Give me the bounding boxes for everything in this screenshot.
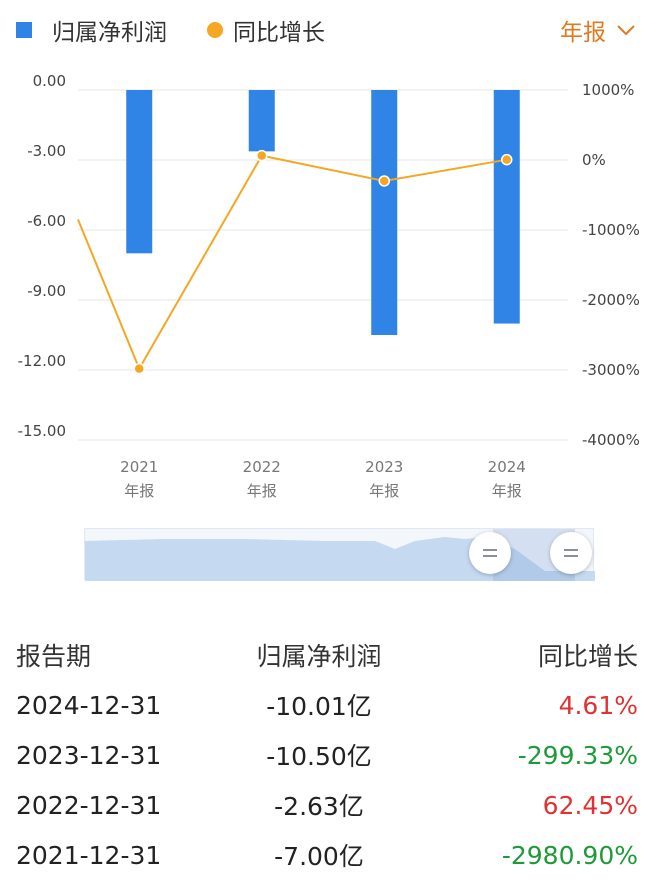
- legend-label-profit: 归属净利润: [52, 20, 167, 46]
- cell-period: 2022-12-31: [16, 790, 162, 820]
- y-right-tick-label: -4000%: [582, 431, 640, 449]
- table-header-row: 报告期 归属净利润 同比增长: [16, 630, 638, 680]
- x-tick-sublabel: 年报: [124, 482, 154, 500]
- growth-point: [501, 153, 513, 166]
- header-period: 报告期: [16, 642, 92, 671]
- cell-profit: -2.63亿: [274, 792, 364, 821]
- grip-icon: [483, 547, 497, 559]
- x-tick-label: 2021: [120, 458, 158, 476]
- cell-growth: 4.61%: [558, 690, 638, 720]
- legend-item-profit[interactable]: 归属净利润: [16, 13, 167, 47]
- header-profit: 归属净利润: [256, 642, 382, 671]
- growth-point: [378, 175, 390, 187]
- grip-icon: [564, 547, 578, 559]
- table-row[interactable]: 2022-12-31 -2.63亿 62.45%: [16, 780, 638, 830]
- y-left-tick-label: -15.00: [18, 422, 66, 440]
- cell-period: 2023-12-31: [16, 740, 162, 770]
- x-tick-sublabel: 年报: [369, 482, 399, 500]
- bar: [371, 90, 398, 335]
- zoom-track: [84, 528, 595, 581]
- y-right-tick-label: -3000%: [582, 361, 640, 379]
- y-right-tick-label: -1000%: [582, 221, 640, 239]
- cell-period: 2021-12-31: [16, 840, 162, 870]
- x-tick-sublabel: 年报: [492, 482, 522, 500]
- y-right-tick-label: 1000%: [582, 81, 634, 99]
- legend-label-growth: 同比增长: [233, 20, 325, 46]
- zoom-handle-right[interactable]: [550, 532, 592, 574]
- zoom-preview: [85, 529, 595, 581]
- x-tick-label: 2022: [243, 458, 281, 476]
- cell-period: 2024-12-31: [16, 690, 162, 720]
- header-growth: 同比增长: [537, 642, 638, 671]
- profit-chart: 0.00 -3.00 -6.00 -9.00 -12.00 -15.00 1000% 0% -1…: [18, 72, 640, 500]
- x-tick-sublabel: 年报: [247, 482, 277, 500]
- cell-profit: -10.50亿: [266, 742, 372, 771]
- bar: [248, 90, 275, 152]
- growth-point: [256, 149, 268, 162]
- zoom-slider[interactable]: [84, 528, 595, 581]
- period-dropdown[interactable]: 年报: [560, 12, 636, 48]
- period-label: 年报: [560, 20, 606, 46]
- y-left-tick-label: 0.00: [33, 72, 66, 90]
- cell-growth: -299.33%: [517, 740, 638, 770]
- cell-profit: -7.00亿: [274, 842, 364, 871]
- cell-growth: 62.45%: [542, 790, 638, 820]
- y-left-tick-label: -12.00: [18, 352, 66, 370]
- dot-swatch-icon: [207, 22, 223, 38]
- zoom-handle-left[interactable]: [469, 532, 511, 574]
- table-row[interactable]: 2021-12-31 -7.00亿 -2980.90%: [16, 830, 638, 880]
- x-tick-label: 2023: [365, 458, 403, 476]
- legend-item-growth[interactable]: 同比增长: [207, 13, 325, 47]
- growth-point: [133, 362, 145, 375]
- table-row[interactable]: 2023-12-31 -10.50亿 -299.33%: [16, 730, 638, 780]
- chart-legend: 归属净利润 同比增长: [16, 12, 365, 48]
- profit-table: 报告期 归属净利润 同比增长 2024-12-31 -10.01亿 4.61% …: [16, 630, 638, 880]
- y-right-tick-label: 0%: [582, 151, 606, 169]
- cell-growth: -2980.90%: [501, 840, 638, 870]
- x-tick-label: 2024: [488, 458, 526, 476]
- bar: [493, 90, 520, 324]
- y-right-tick-label: -2000%: [582, 291, 640, 309]
- zoom-preview-area: [85, 537, 595, 581]
- y-left-tick-label: -3.00: [27, 142, 66, 160]
- table-row[interactable]: 2024-12-31 -10.01亿 4.61%: [16, 680, 638, 730]
- chevron-down-icon: [617, 25, 635, 36]
- y-left-tick-label: -6.00: [27, 212, 66, 230]
- y-left-tick-label: -9.00: [27, 282, 66, 300]
- bar-swatch-icon: [16, 22, 32, 38]
- cell-profit: -10.01亿: [266, 692, 372, 721]
- bar: [126, 90, 153, 254]
